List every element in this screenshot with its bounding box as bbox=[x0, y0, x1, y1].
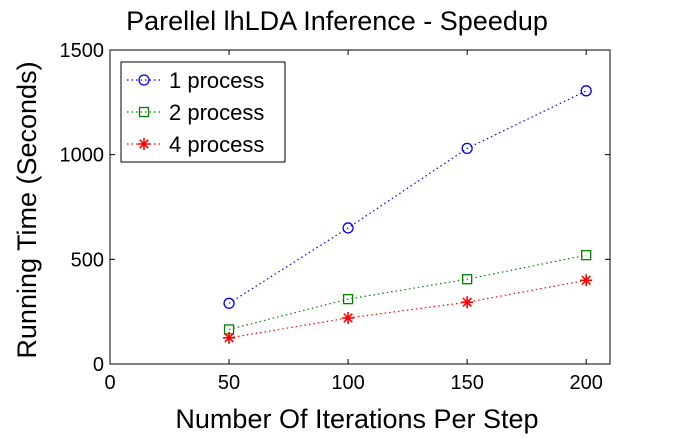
data-point bbox=[580, 85, 592, 97]
data-point bbox=[342, 222, 354, 234]
x-axis-label: Number Of Iterations Per Step bbox=[175, 404, 538, 434]
y-tick-label: 1500 bbox=[60, 40, 105, 62]
series-star bbox=[223, 274, 593, 344]
legend-label: 4 process bbox=[169, 132, 264, 157]
series-line bbox=[228, 279, 587, 339]
series-layer bbox=[223, 85, 593, 344]
data-point bbox=[461, 274, 473, 285]
y-tick-label: 1000 bbox=[60, 145, 105, 167]
x-tick-label: 200 bbox=[570, 372, 603, 394]
data-point bbox=[342, 293, 354, 305]
legend-marker bbox=[138, 74, 150, 86]
series-line bbox=[228, 254, 587, 331]
data-point bbox=[580, 274, 593, 287]
legend-marker bbox=[138, 138, 150, 150]
legend-label: 2 process bbox=[169, 100, 264, 125]
series-circle bbox=[223, 85, 592, 309]
data-point bbox=[461, 296, 474, 309]
x-tick-label: 0 bbox=[104, 372, 115, 394]
legend-marker bbox=[138, 106, 150, 118]
axis-ticks: 0 50 100 150 200 0 500 1000 1500 bbox=[60, 40, 610, 394]
series-line bbox=[228, 90, 587, 304]
x-tick-label: 50 bbox=[218, 372, 240, 394]
data-point bbox=[581, 249, 592, 261]
data-point bbox=[461, 142, 473, 155]
series-square bbox=[223, 249, 592, 335]
x-tick-label: 100 bbox=[331, 372, 364, 394]
y-tick-label: 500 bbox=[71, 249, 104, 271]
y-axis-label: Running Time (Seconds) bbox=[12, 61, 42, 358]
x-tick-label: 150 bbox=[450, 372, 483, 394]
legend: 1 process 2 process 4 process bbox=[120, 61, 286, 163]
chart-title: Parellel lhLDA Inference - Speedup bbox=[126, 6, 548, 36]
legend-label: 1 process bbox=[169, 68, 264, 93]
plot-frame bbox=[109, 49, 611, 365]
data-point bbox=[223, 331, 236, 344]
y-tick-label: 0 bbox=[93, 354, 104, 376]
data-point bbox=[342, 311, 355, 324]
data-point bbox=[223, 297, 235, 309]
